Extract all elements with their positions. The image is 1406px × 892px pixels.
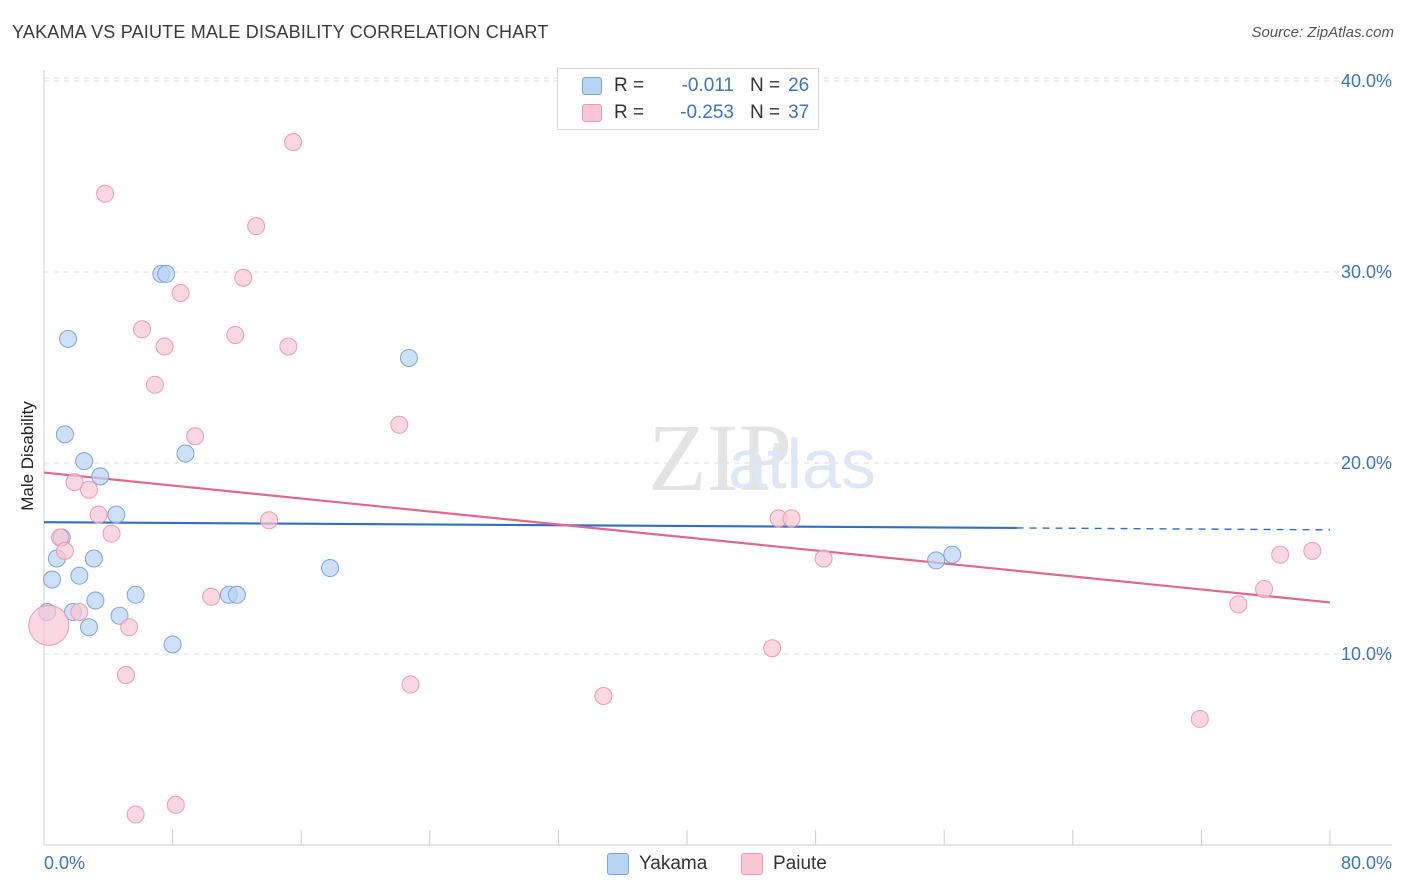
yakama-legend-swatch [607, 853, 629, 875]
yakama-point [91, 467, 110, 486]
yakama-point [70, 566, 89, 585]
legend-row-paiute: R = -0.253 N = 37 [582, 101, 809, 125]
yakama-point [176, 444, 195, 463]
gridlines [44, 77, 1392, 655]
yakama-point [84, 549, 103, 568]
x-ticks [172, 830, 1331, 845]
x-tick-label-min: 0.0% [44, 853, 85, 873]
paiute-point [401, 675, 420, 694]
x-tick-label-max: 80.0% [1341, 853, 1392, 873]
trend-lines [43, 471, 1331, 604]
yakama-point [80, 618, 99, 637]
paiute-point [763, 639, 782, 658]
paiute-point [65, 473, 84, 492]
y-tick-label: 30.0% [1341, 262, 1392, 282]
paiute-point [782, 509, 801, 528]
yakama-point [157, 264, 176, 283]
legend-item-paiute[interactable]: Paiute [741, 852, 827, 876]
yakama-swatch [582, 77, 602, 95]
paiute-point [260, 511, 279, 530]
paiute-point [226, 326, 245, 345]
paiute-point [116, 666, 135, 685]
y-tick-label: 40.0% [1341, 71, 1392, 91]
n-value: 26 [788, 75, 810, 96]
paiute-point [279, 337, 298, 356]
yakama-point [399, 348, 418, 367]
paiute-point [1229, 595, 1248, 614]
paiute-point [1255, 580, 1274, 599]
n-value: 37 [788, 102, 810, 123]
axes [43, 70, 1392, 846]
yakama-trend-line [43, 521, 1017, 530]
paiute-point [133, 320, 152, 339]
paiute-point [186, 427, 205, 446]
paiute-point [70, 602, 89, 621]
paiute-point [145, 375, 164, 394]
paiute-point [155, 337, 174, 356]
yakama-legend-label: Yakama [639, 853, 708, 874]
paiute-legend-swatch [741, 853, 763, 875]
watermark-zip: ZIP [648, 404, 792, 511]
yakama-point [107, 505, 126, 524]
legend-item-yakama[interactable]: Yakama [607, 852, 707, 876]
yakama-point [110, 606, 129, 625]
yakama-point [55, 425, 74, 444]
paiute-point [55, 541, 74, 560]
yakama-point [75, 452, 94, 471]
yakama-point [126, 585, 145, 604]
yakama-point [43, 570, 62, 589]
watermark-atlas: atlas [728, 425, 876, 503]
yakama-point [321, 559, 340, 578]
paiute-point [390, 415, 409, 434]
paiute-point [166, 795, 185, 814]
r-value: -0.253 [680, 102, 734, 123]
r-value: -0.011 [681, 75, 734, 96]
paiute-point [814, 549, 833, 568]
source-label: Source: ZipAtlas.com [1251, 24, 1394, 41]
yakama-point [59, 329, 78, 348]
y-tick-labels: 10.0% 20.0% 30.0% 40.0% [1341, 71, 1392, 664]
yakama-point [927, 551, 946, 570]
paiute-point [234, 268, 253, 287]
paiute-point [120, 618, 139, 637]
correlation-legend: R = -0.011 N = 26 R = -0.253 N = 37 [557, 68, 819, 130]
legend-row-yakama: R = -0.011 N = 26 [582, 74, 809, 98]
data-points [28, 133, 1322, 824]
paiute-point [284, 133, 303, 152]
paiute-point [28, 604, 70, 646]
y-tick-label: 20.0% [1341, 453, 1392, 473]
paiute-point [1190, 709, 1209, 728]
paiute-point [171, 284, 190, 303]
paiute-point [102, 524, 121, 543]
paiute-swatch [582, 104, 602, 122]
yakama-point [163, 635, 182, 654]
paiute-point [1303, 541, 1322, 560]
paiute-trend-line [43, 471, 1331, 604]
paiute-point [247, 217, 266, 236]
yakama-point [227, 585, 246, 604]
yakama-point [86, 591, 105, 610]
paiute-point [202, 587, 221, 606]
yakama-point [943, 545, 962, 564]
paiute-point [594, 687, 613, 706]
r-label: R = [614, 75, 645, 96]
paiute-point [96, 184, 115, 203]
yakama-trend-extension [1016, 527, 1331, 531]
paiute-point [80, 480, 99, 499]
n-label: N = [750, 75, 781, 96]
n-label: N = [750, 102, 781, 123]
paiute-point [126, 805, 145, 824]
r-label: R = [614, 102, 645, 123]
y-tick-label: 10.0% [1341, 644, 1392, 664]
chart-title: YAKAMA VS PAIUTE MALE DISABILITY CORRELA… [12, 22, 549, 42]
paiute-point [89, 505, 108, 524]
paiute-point [1271, 545, 1290, 564]
paiute-legend-label: Paiute [773, 853, 827, 874]
